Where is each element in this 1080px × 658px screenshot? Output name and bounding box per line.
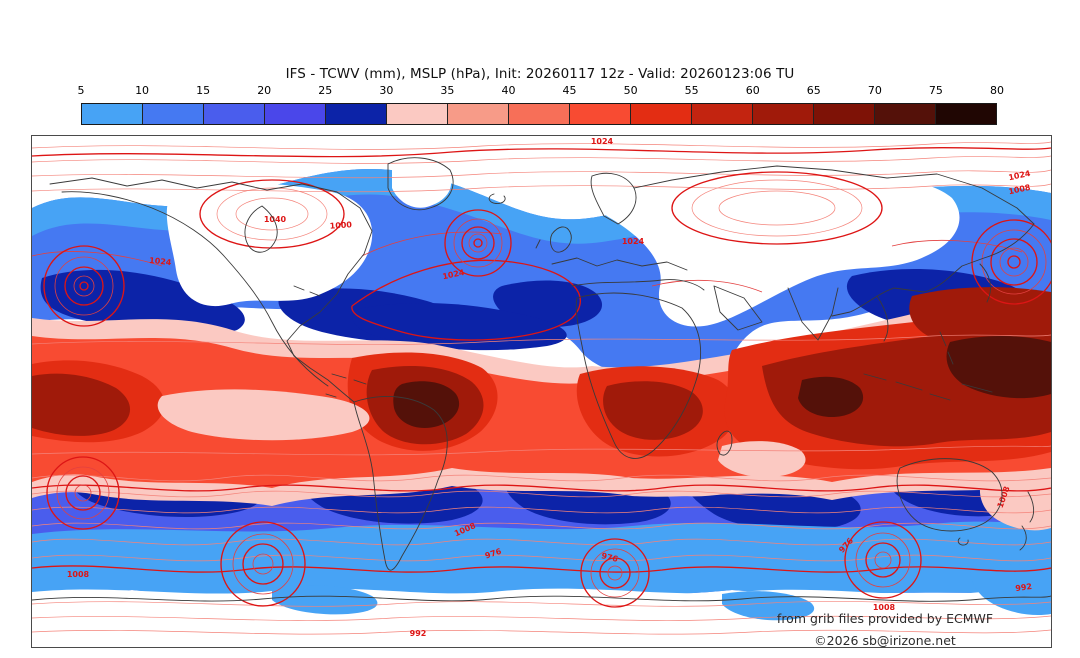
colorbar-tick-10: 10: [135, 84, 150, 97]
mslp-contours-thin: [32, 141, 1051, 635]
mslp-contour-label: 1000: [329, 220, 352, 231]
map-frame: 1024 1024 1008 1024 1040 1024 1000 1024 …: [31, 135, 1052, 648]
colorbar-segment-70-75: [875, 104, 936, 124]
colorbar-tick-40: 40: [501, 84, 516, 97]
attribution-line-1: from grib files provided by ECMWF: [777, 611, 993, 626]
mslp-contour-label: 1024: [622, 237, 645, 246]
page-title: IFS - TCWV (mm), MSLP (hPa), Init: 20260…: [285, 66, 795, 82]
colorbar-segment-35-40: [448, 104, 509, 124]
attribution-line-2: ©2026 sb@irizone.net: [814, 633, 956, 647]
mslp-contour-label: 976: [600, 551, 619, 564]
colorbar-segment-15-20: [204, 104, 265, 124]
colorbar-tick-30: 30: [379, 84, 394, 97]
colorbar-tick-35: 35: [440, 84, 455, 97]
mslp-contour-label: 1040: [264, 215, 287, 224]
mslp-contour-label: 992: [410, 629, 427, 638]
colorbar-tick-5: 5: [77, 84, 85, 97]
colorbar-segment-65-70: [814, 104, 875, 124]
colorbar-segment-60-65: [753, 104, 814, 124]
colorbar-segment-20-25: [265, 104, 326, 124]
colorbar-tick-45: 45: [562, 84, 577, 97]
mslp-contour-label: 1024: [591, 137, 614, 146]
colorbar-segment-40-45: [509, 104, 570, 124]
colorbar-tick-55: 55: [684, 84, 699, 97]
colorbar-segment-10-15: [143, 104, 204, 124]
coastlines: [32, 157, 1051, 602]
colorbar: [81, 103, 997, 125]
tcwv-fill-layers: [32, 160, 1051, 647]
colorbar-tick-15: 15: [196, 84, 211, 97]
colorbar-segment-30-35: [387, 104, 448, 124]
mslp-contour-label: 1024: [149, 256, 173, 267]
colorbar-segment-45-50: [570, 104, 631, 124]
colorbar-tick-75: 75: [928, 84, 943, 97]
colorbar-tick-25: 25: [318, 84, 333, 97]
colorbar-tick-65: 65: [806, 84, 821, 97]
colorbar-tick-20: 20: [257, 84, 272, 97]
colorbar-tick-60: 60: [745, 84, 760, 97]
mslp-contour-label: 992: [1015, 582, 1033, 593]
weather-map-svg: 1024 1024 1008 1024 1040 1024 1000 1024 …: [32, 136, 1051, 647]
colorbar-tick-labels: 5 10 15 20 25 30 35 40 45 50 55 60 65 70 75 80: [77, 84, 1005, 99]
colorbar-tick-70: 70: [867, 84, 882, 97]
mslp-contour-label: 1008: [67, 570, 90, 579]
colorbar-segment-50-55: [631, 104, 692, 124]
colorbar-tick-50: 50: [623, 84, 638, 97]
colorbar-segment-25-30: [326, 104, 387, 124]
colorbar-segment-75-80: [936, 104, 996, 124]
mslp-contour-label: 1008: [873, 603, 896, 612]
attribution: from grib files provided by ECMWF ©2026 …: [777, 611, 993, 647]
colorbar-segment-55-60: [692, 104, 753, 124]
colorbar-tick-80: 80: [990, 84, 1004, 97]
colorbar-segment-5-10: [82, 104, 143, 124]
